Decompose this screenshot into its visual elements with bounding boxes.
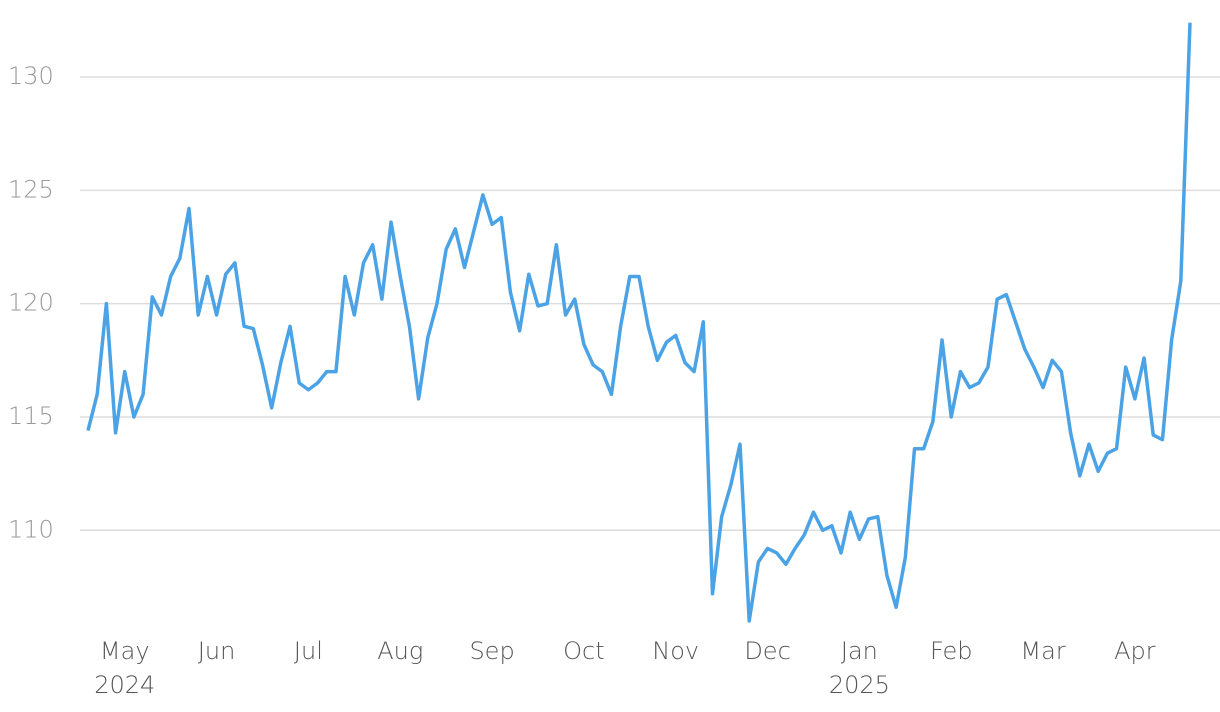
x-tick-label: Feb — [930, 637, 973, 665]
x-tick-label: Apr — [1114, 637, 1156, 665]
x-tick-label: Mar — [1020, 637, 1065, 665]
y-tick-label: 125 — [8, 175, 54, 203]
price-line — [86, 22, 1192, 623]
x-tick-label: Jun — [198, 637, 236, 665]
y-tick-label: 115 — [8, 402, 54, 430]
x-tick-label: Sep — [469, 637, 514, 665]
y-tick-label: 130 — [8, 62, 54, 90]
x-tick-label: Oct — [563, 637, 605, 665]
x-tick-label: Aug — [377, 637, 423, 665]
x-tick-label: May 2024 — [94, 637, 155, 699]
x-tick-label: Dec — [744, 637, 790, 665]
x-tick-label: Jul — [294, 637, 323, 665]
x-tick-label: Nov — [652, 637, 699, 665]
y-tick-label: 120 — [8, 289, 54, 317]
x-tick-label: Jan 2025 — [829, 637, 890, 699]
y-tick-label: 110 — [8, 515, 54, 543]
